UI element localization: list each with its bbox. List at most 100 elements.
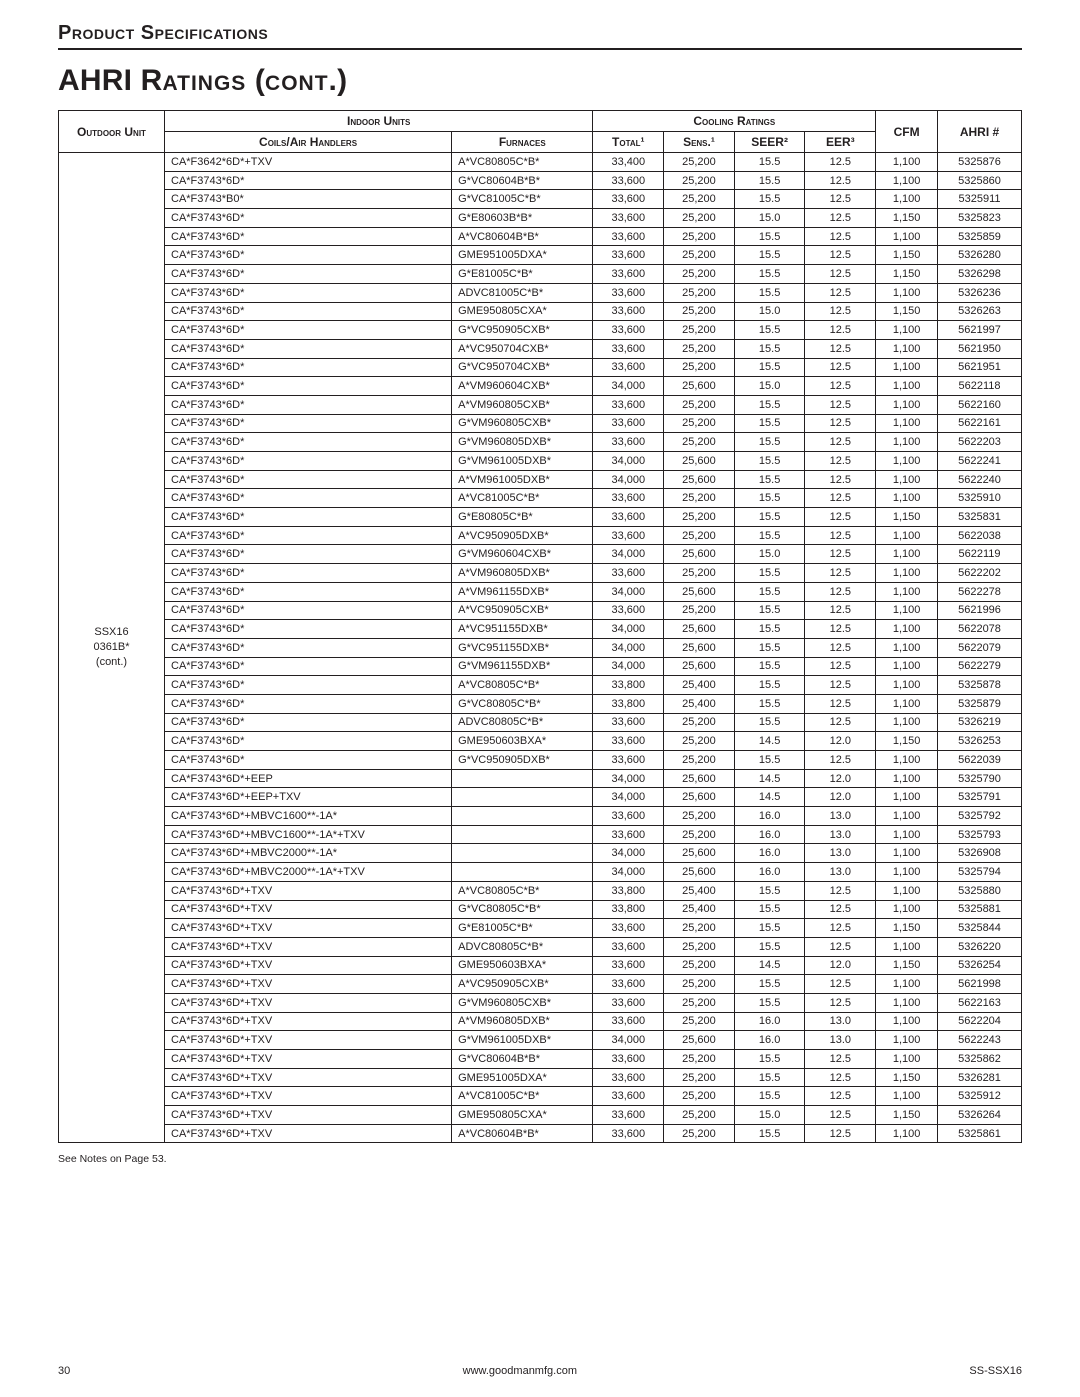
cell-eer: 12.5 <box>805 190 876 209</box>
cell-total: 33,600 <box>593 171 664 190</box>
cell-cfm: 1,100 <box>876 489 938 508</box>
cell-ahri: 5325860 <box>938 171 1022 190</box>
cell-total: 33,600 <box>593 956 664 975</box>
cell-cfm: 1,150 <box>876 732 938 751</box>
cell-coil: CA*F3743*6D* <box>165 395 452 414</box>
cell-total: 33,600 <box>593 751 664 770</box>
cell-coil: CA*F3743*6D*+EEP+TXV <box>165 788 452 807</box>
cell-coil: CA*F3743*6D*+TXV <box>165 1124 452 1143</box>
cell-sens: 25,200 <box>664 171 735 190</box>
table-row: CA*F3743*B0*G*VC81005C*B*33,60025,20015.… <box>59 190 1022 209</box>
cell-total: 33,600 <box>593 1106 664 1125</box>
cell-sens: 25,200 <box>664 265 735 284</box>
cell-cfm: 1,150 <box>876 265 938 284</box>
cell-coil: CA*F3743*6D* <box>165 246 452 265</box>
table-row: CA*F3743*6D*GME950805CXA*33,60025,20015.… <box>59 302 1022 321</box>
cell-eer: 12.0 <box>805 788 876 807</box>
table-row: CA*F3743*6D*A*VC81005C*B*33,60025,20015.… <box>59 489 1022 508</box>
cell-sens: 25,200 <box>664 339 735 358</box>
table-row: CA*F3743*6D*A*VC950704CXB*33,60025,20015… <box>59 339 1022 358</box>
cell-coil: CA*F3743*6D*+TXV <box>165 900 452 919</box>
cell-furnace <box>452 769 593 788</box>
cell-seer: 15.5 <box>734 452 805 471</box>
cell-cfm: 1,100 <box>876 1124 938 1143</box>
cell-cfm: 1,100 <box>876 657 938 676</box>
cell-total: 34,000 <box>593 863 664 882</box>
cell-ahri: 5325862 <box>938 1050 1022 1069</box>
cell-sens: 25,200 <box>664 919 735 938</box>
cell-furnace: G*VC80604B*B* <box>452 1050 593 1069</box>
cell-furnace: G*VM960805CXB* <box>452 414 593 433</box>
cell-seer: 15.5 <box>734 339 805 358</box>
cell-ahri: 5325861 <box>938 1124 1022 1143</box>
cell-furnace: A*VC950905CXB* <box>452 601 593 620</box>
th-outdoor-unit: Outdoor Unit <box>59 111 165 153</box>
cell-eer: 12.5 <box>805 508 876 527</box>
cell-furnace: A*VC80805C*B* <box>452 676 593 695</box>
cell-eer: 12.5 <box>805 358 876 377</box>
cell-ahri: 5622079 <box>938 638 1022 657</box>
cell-eer: 12.5 <box>805 395 876 414</box>
cell-ahri: 5325792 <box>938 807 1022 826</box>
cell-furnace: A*VM960805CXB* <box>452 395 593 414</box>
cell-seer: 15.5 <box>734 526 805 545</box>
cell-furnace <box>452 844 593 863</box>
cell-furnace: G*E80805C*B* <box>452 508 593 527</box>
cell-seer: 15.5 <box>734 919 805 938</box>
notes: See Notes on Page 53. <box>58 1153 1022 1165</box>
cell-eer: 12.5 <box>805 638 876 657</box>
cell-ahri: 5622202 <box>938 564 1022 583</box>
cell-cfm: 1,100 <box>876 564 938 583</box>
cell-coil: CA*F3743*6D* <box>165 751 452 770</box>
cell-sens: 25,200 <box>664 601 735 620</box>
cell-total: 34,000 <box>593 638 664 657</box>
cell-seer: 15.0 <box>734 209 805 228</box>
cell-furnace <box>452 863 593 882</box>
table-row: CA*F3743*6D*A*VC950905CXB*33,60025,20015… <box>59 601 1022 620</box>
cell-sens: 25,600 <box>664 769 735 788</box>
cell-furnace: A*VC950704CXB* <box>452 339 593 358</box>
cell-cfm: 1,100 <box>876 171 938 190</box>
cell-furnace: G*VC80805C*B* <box>452 900 593 919</box>
cell-coil: CA*F3743*6D*+TXV <box>165 1087 452 1106</box>
cell-furnace: G*VC80805C*B* <box>452 694 593 713</box>
cell-furnace: GME950603BXA* <box>452 956 593 975</box>
cell-furnace: A*VC80604B*B* <box>452 1124 593 1143</box>
cell-sens: 25,600 <box>664 620 735 639</box>
cell-cfm: 1,100 <box>876 358 938 377</box>
cell-coil: CA*F3743*6D* <box>165 339 452 358</box>
cell-eer: 12.5 <box>805 227 876 246</box>
cell-coil: CA*F3743*6D* <box>165 283 452 302</box>
cell-seer: 15.5 <box>734 638 805 657</box>
cell-coil: CA*F3743*6D*+TXV <box>165 993 452 1012</box>
cell-seer: 15.5 <box>734 601 805 620</box>
cell-sens: 25,200 <box>664 993 735 1012</box>
cell-coil: CA*F3743*6D* <box>165 657 452 676</box>
cell-sens: 25,200 <box>664 433 735 452</box>
cell-seer: 15.5 <box>734 414 805 433</box>
cell-eer: 12.5 <box>805 751 876 770</box>
cell-eer: 12.5 <box>805 452 876 471</box>
cell-coil: CA*F3743*6D*+TXV <box>165 1068 452 1087</box>
cell-coil: CA*F3743*6D*+TXV <box>165 956 452 975</box>
page-title-seg-b: atings <box>163 64 247 97</box>
cell-coil: CA*F3743*6D* <box>165 227 452 246</box>
cell-seer: 15.5 <box>734 881 805 900</box>
cell-furnace: GME950805CXA* <box>452 1106 593 1125</box>
cell-total: 33,600 <box>593 732 664 751</box>
cell-ahri: 5325880 <box>938 881 1022 900</box>
cell-total: 33,600 <box>593 1012 664 1031</box>
cell-cfm: 1,100 <box>876 414 938 433</box>
cell-seer: 15.5 <box>734 246 805 265</box>
cell-total: 33,600 <box>593 713 664 732</box>
cell-cfm: 1,100 <box>876 470 938 489</box>
cell-ahri: 5326254 <box>938 956 1022 975</box>
cell-ahri: 5325791 <box>938 788 1022 807</box>
cell-coil: CA*F3743*6D* <box>165 545 452 564</box>
cell-eer: 12.5 <box>805 377 876 396</box>
cell-coil: CA*F3743*6D* <box>165 694 452 713</box>
cell-seer: 15.5 <box>734 358 805 377</box>
outdoor-unit-cell: SSX160361B*(cont.) <box>59 153 165 1143</box>
cell-eer: 13.0 <box>805 825 876 844</box>
cell-seer: 15.5 <box>734 433 805 452</box>
